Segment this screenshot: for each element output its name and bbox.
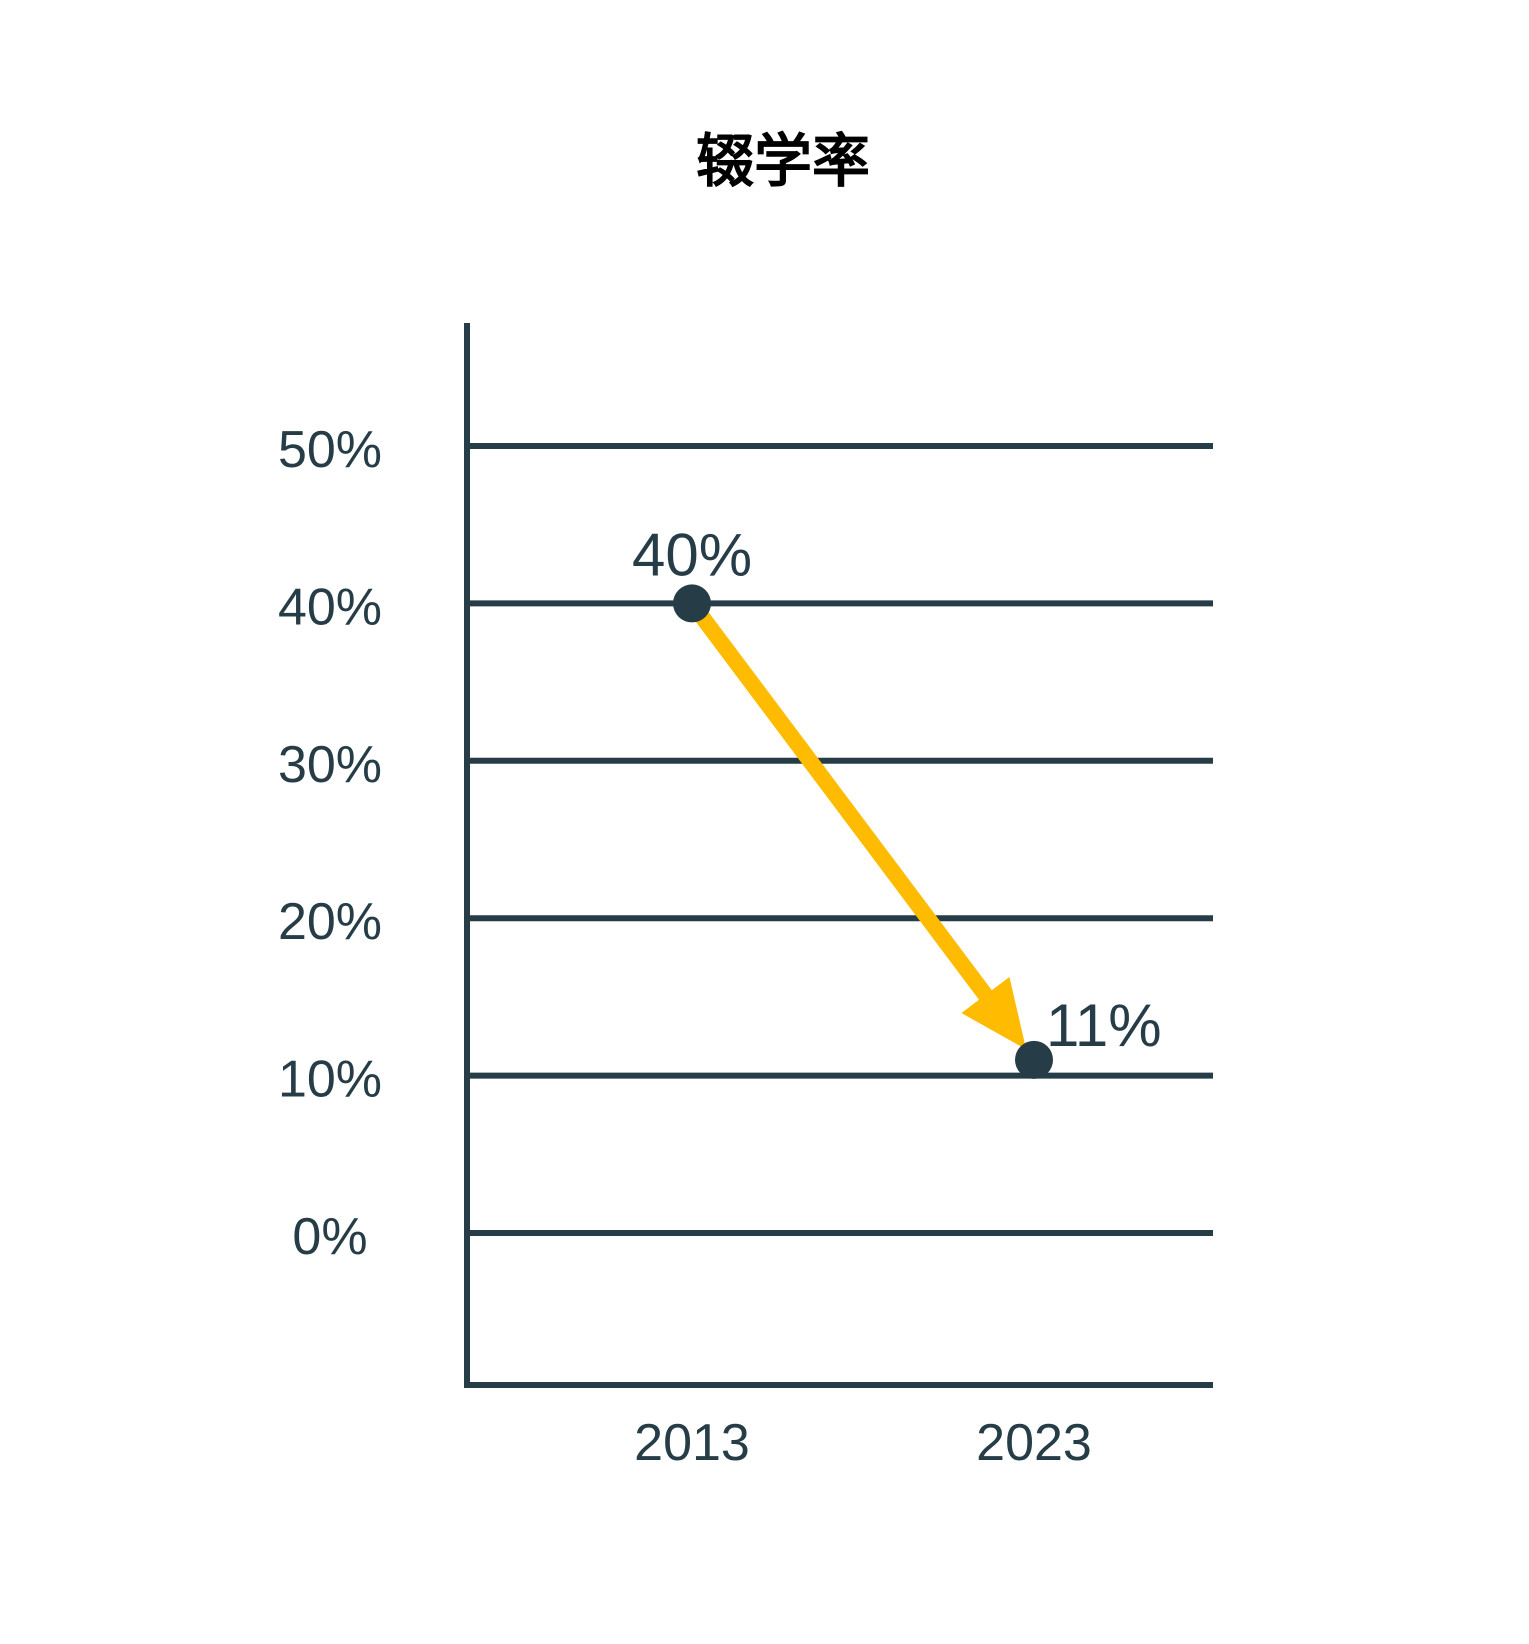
- data-point: [1015, 1040, 1053, 1079]
- y-tick-label: 10%: [278, 1051, 382, 1109]
- y-tick-label: 0%: [292, 1208, 367, 1266]
- y-tick-label: 50%: [278, 421, 382, 479]
- y-tick-labels: 0% 10% 20% 30% 40% 50%: [278, 421, 382, 1266]
- series-marks: [673, 584, 1053, 1079]
- x-tick-labels: 2013 2023: [634, 1414, 1092, 1472]
- data-label: 11%: [1046, 992, 1162, 1059]
- x-tick-label: 2013: [634, 1414, 750, 1472]
- grid-lines: [467, 443, 1213, 1236]
- x-tick-label: 2023: [976, 1414, 1092, 1472]
- chart-title: 辍学率: [696, 127, 870, 195]
- trend-arrow-head: [961, 977, 1027, 1050]
- data-labels: 40% 11%: [632, 521, 1162, 1058]
- data-point: [673, 584, 711, 623]
- y-tick-label: 30%: [278, 736, 382, 794]
- trend-arrow-shaft: [685, 598, 995, 1004]
- data-label: 40%: [632, 521, 752, 588]
- y-tick-label: 40%: [278, 578, 382, 636]
- axes: [464, 323, 1213, 1388]
- y-tick-label: 20%: [278, 893, 382, 951]
